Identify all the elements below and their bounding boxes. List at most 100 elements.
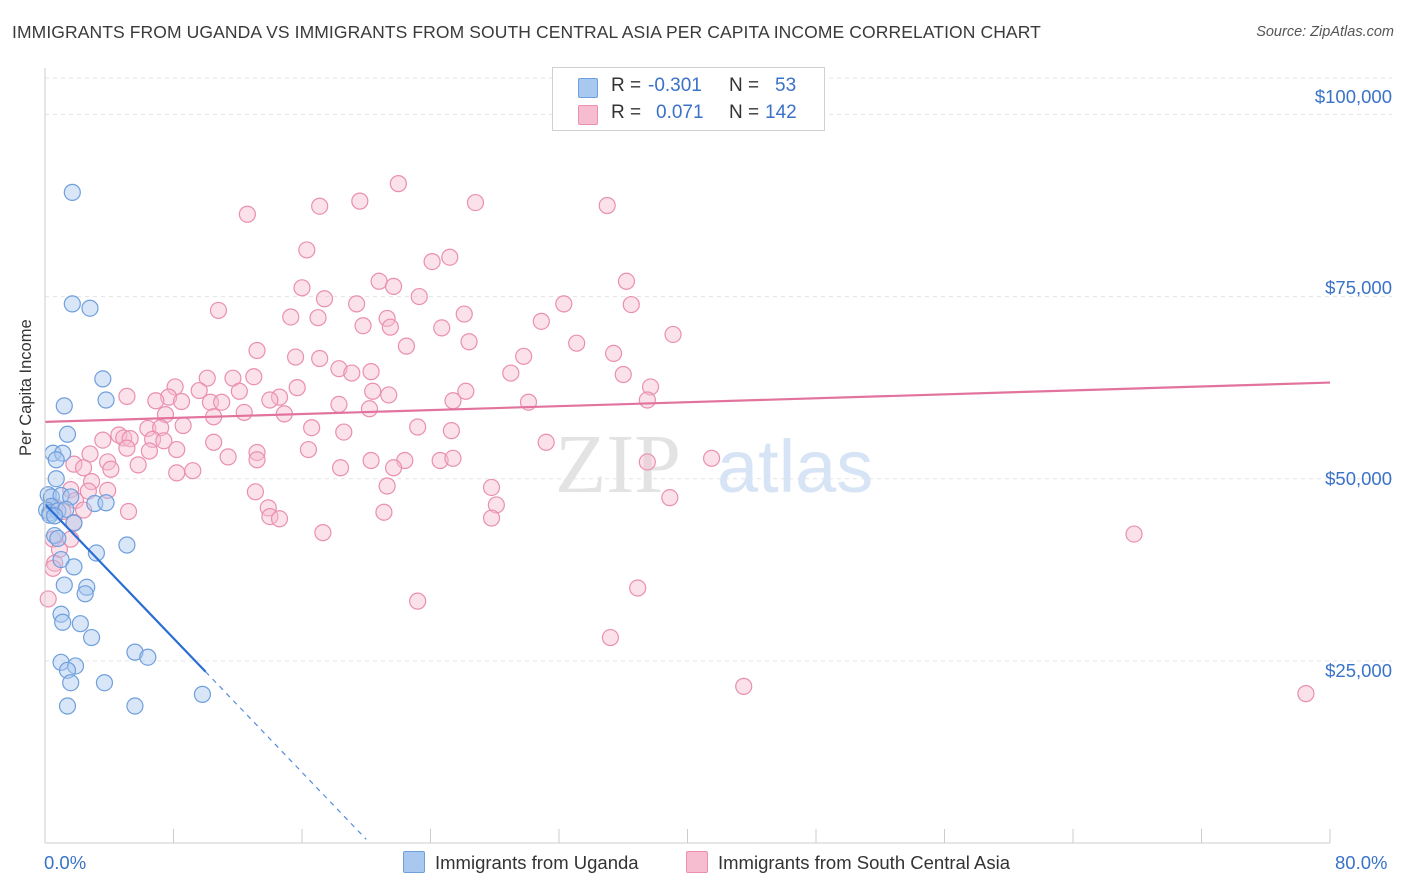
sca-point [537, 433, 555, 451]
uganda-point [95, 674, 114, 692]
sca-point [81, 445, 99, 463]
sca-point [172, 392, 191, 411]
uganda-point [62, 674, 80, 692]
watermark-atlas: atlas [717, 425, 873, 508]
sca-point [444, 449, 462, 467]
sca-point [568, 334, 586, 352]
legend-r-value: -0.301 [648, 75, 702, 96]
sca-point [362, 451, 380, 470]
uganda-point [193, 685, 212, 703]
sca-point [147, 392, 165, 410]
sca-point [348, 295, 366, 313]
sca-point [139, 419, 157, 438]
grid-layer [45, 77, 1392, 662]
sca-point [457, 382, 475, 400]
sca-point [314, 524, 332, 542]
sca-point [184, 462, 202, 480]
uganda-point [58, 697, 77, 715]
sca-point [160, 388, 178, 406]
sca-point [384, 459, 403, 477]
sca-point [378, 309, 396, 328]
uganda-point [126, 643, 144, 661]
sca-point [378, 477, 396, 495]
sca-point [482, 509, 501, 527]
sca-point [598, 196, 616, 215]
sca-point [409, 418, 427, 436]
sca-point [293, 279, 311, 297]
sca-point [661, 489, 679, 507]
sca-point [375, 503, 393, 521]
uganda-point [63, 183, 81, 201]
sca-point [455, 305, 473, 323]
sca-point [261, 391, 279, 409]
sca-point [638, 391, 656, 409]
sca-point [230, 382, 248, 400]
sca-point [638, 453, 656, 471]
uganda-point [97, 494, 115, 512]
sca-point [515, 347, 533, 365]
sca-point [205, 433, 223, 451]
sca-point [115, 429, 133, 447]
sca-point [102, 460, 120, 478]
sca-point [532, 312, 550, 330]
sca-point [384, 277, 403, 295]
sca-point [299, 440, 318, 459]
sca-point [617, 272, 636, 290]
watermark-zip: ZIP [555, 418, 681, 511]
sca-point [282, 308, 300, 326]
series-south-central-asia [39, 175, 1315, 703]
sca-point [65, 455, 83, 473]
sca-point [311, 197, 329, 215]
y-axis-label: Per Capita Income [17, 319, 35, 456]
sca-point [360, 400, 379, 418]
sca-point [702, 449, 721, 467]
sca-point [168, 440, 186, 459]
sca-point [166, 378, 184, 396]
y-tick-label: $50,000 [1325, 468, 1392, 489]
uganda-point [41, 506, 59, 524]
legend-swatch-uganda [578, 78, 598, 98]
uganda-point [54, 613, 72, 631]
uganda-point [118, 536, 136, 554]
uganda-trend-line [44, 503, 207, 673]
legend-r-value: 0.071 [656, 102, 704, 123]
sca-point [622, 295, 640, 314]
x-tick-label-max: 80.0% [1335, 852, 1388, 873]
legend-n-label: N = [729, 75, 760, 96]
uganda-point [94, 370, 112, 388]
trend-lines [44, 381, 1331, 840]
bottom-legend-uganda: Immigrants from Uganda [403, 851, 639, 874]
y-tick-label: $100,000 [1314, 86, 1392, 107]
sca-point [118, 387, 136, 405]
sca-point [119, 502, 138, 521]
sca-point [441, 248, 459, 266]
uganda-point [66, 657, 85, 675]
uganda-point [139, 648, 157, 666]
uganda-point [54, 444, 72, 462]
sca-point [110, 426, 128, 444]
legend-n-label: N = [729, 102, 760, 123]
uganda-point [126, 697, 144, 715]
sca-point [309, 309, 327, 327]
sca-point [330, 395, 348, 413]
uganda-point [81, 299, 99, 317]
uganda-point [47, 451, 65, 469]
sca-point [315, 290, 334, 308]
uganda-point [82, 628, 101, 647]
sca-point [605, 344, 623, 362]
sca-point [155, 432, 173, 450]
sca-point [1125, 525, 1143, 543]
uganda-point [55, 397, 73, 415]
sca-point [190, 381, 208, 400]
sca-point [74, 459, 93, 477]
legend-swatch-sca [578, 105, 598, 125]
sca-point [601, 628, 620, 647]
sca-point [248, 443, 266, 462]
sca-point [121, 430, 139, 448]
sca-trend-line [44, 381, 1331, 423]
uganda-point [65, 514, 83, 532]
sca-point [487, 496, 505, 514]
uganda-point [97, 391, 115, 409]
sca-point [245, 368, 263, 386]
uganda-point [63, 295, 81, 313]
